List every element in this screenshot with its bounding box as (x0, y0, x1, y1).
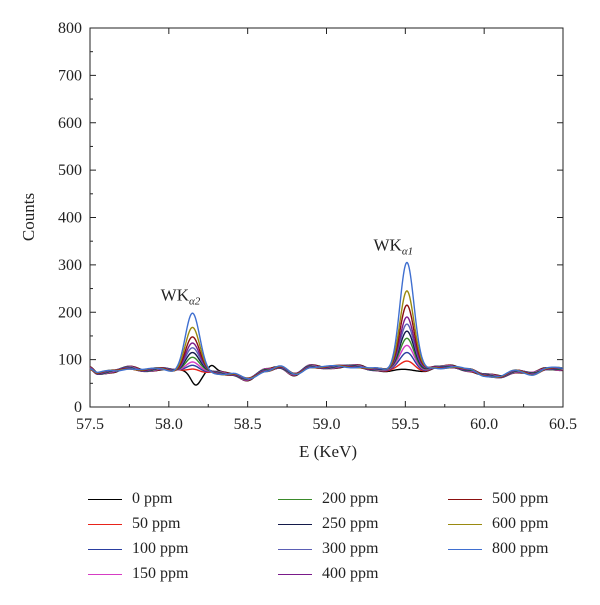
legend: 0 ppm 200 ppm 500 ppm 50 ppm 250 ppm 600 ppm 1… (88, 488, 578, 585)
y-tick-label: 800 (58, 20, 82, 37)
peak-annotation: WKα2 (161, 285, 201, 307)
y-tick-label: 600 (58, 115, 82, 132)
legend-swatch (88, 523, 122, 525)
y-tick-label: 200 (58, 304, 82, 321)
legend-label: 150 ppm (132, 565, 189, 582)
legend-grid: 0 ppm 200 ppm 500 ppm 50 ppm 250 ppm 600 ppm 1… (88, 488, 578, 585)
legend-label: 600 ppm (492, 515, 549, 532)
x-tick-label: 58.0 (155, 416, 183, 433)
x-tick-label: 59.0 (313, 416, 341, 433)
legend-item: 800 ppm (448, 538, 578, 560)
legend-label: 500 ppm (492, 490, 549, 507)
x-tick-label: 60.0 (470, 416, 498, 433)
y-tick-label: 400 (58, 210, 82, 227)
y-tick-label: 500 (58, 162, 82, 179)
legend-swatch (448, 523, 482, 525)
legend-swatch (278, 498, 312, 500)
plot-border (89, 27, 564, 408)
legend-swatch (88, 573, 122, 575)
series-line-200-ppm (89, 337, 564, 380)
legend-swatch (448, 548, 482, 550)
legend-swatch (278, 523, 312, 525)
legend-item: 400 ppm (278, 563, 448, 585)
series-line-250-ppm (89, 330, 564, 380)
peak-annotation: WKα1 (374, 236, 414, 258)
y-axis-label: Counts (19, 193, 38, 241)
legend-item: 200 ppm (278, 488, 448, 510)
legend-item: 250 ppm (278, 513, 448, 535)
legend-item: 300 ppm (278, 538, 448, 560)
annotation-layer: WKα2 WKα1 (161, 236, 413, 308)
legend-swatch (278, 573, 312, 575)
series-line-800-ppm (89, 261, 564, 380)
spectrum-chart: 57.5 58.0 58.5 59.0 59.5 60.0 60.5 0 100 200 300 40… (19, 20, 577, 461)
legend-label: 200 ppm (322, 490, 379, 507)
legend-label: 800 ppm (492, 540, 549, 557)
legend-item: 500 ppm (448, 488, 578, 510)
legend-label: 250 ppm (322, 515, 379, 532)
series-line-150-ppm (89, 344, 564, 381)
y-tick-label: 700 (58, 67, 82, 84)
legend-label: 50 ppm (132, 515, 181, 532)
legend-item: 50 ppm (88, 513, 278, 535)
legend-swatch (88, 498, 122, 500)
legend-swatch (448, 498, 482, 500)
x-tick-label: 60.5 (549, 416, 577, 433)
legend-item: 150 ppm (88, 563, 278, 585)
ticks-layer: 57.5 58.0 58.5 59.0 59.5 60.0 60.5 0 100 200 300 40… (58, 20, 577, 433)
y-tick-label: 300 (58, 257, 82, 274)
legend-item: 600 ppm (448, 513, 578, 535)
plot-frame (89, 27, 564, 408)
y-tick-label: 0 (74, 399, 82, 416)
x-axis-label: E (KeV) (299, 442, 357, 461)
x-tick-label: 59.5 (391, 416, 419, 433)
legend-swatch (88, 548, 122, 550)
y-tick-label: 100 (58, 352, 82, 369)
legend-label: 400 ppm (322, 565, 379, 582)
legend-label: 0 ppm (132, 490, 173, 507)
series-layer (89, 261, 564, 386)
legend-item: 0 ppm (88, 488, 278, 510)
x-tick-label: 58.5 (234, 416, 262, 433)
x-tick-label: 57.5 (76, 416, 104, 433)
legend-swatch (278, 548, 312, 550)
legend-label: 300 ppm (322, 540, 379, 557)
legend-item: 100 ppm (88, 538, 278, 560)
legend-label: 100 ppm (132, 540, 189, 557)
